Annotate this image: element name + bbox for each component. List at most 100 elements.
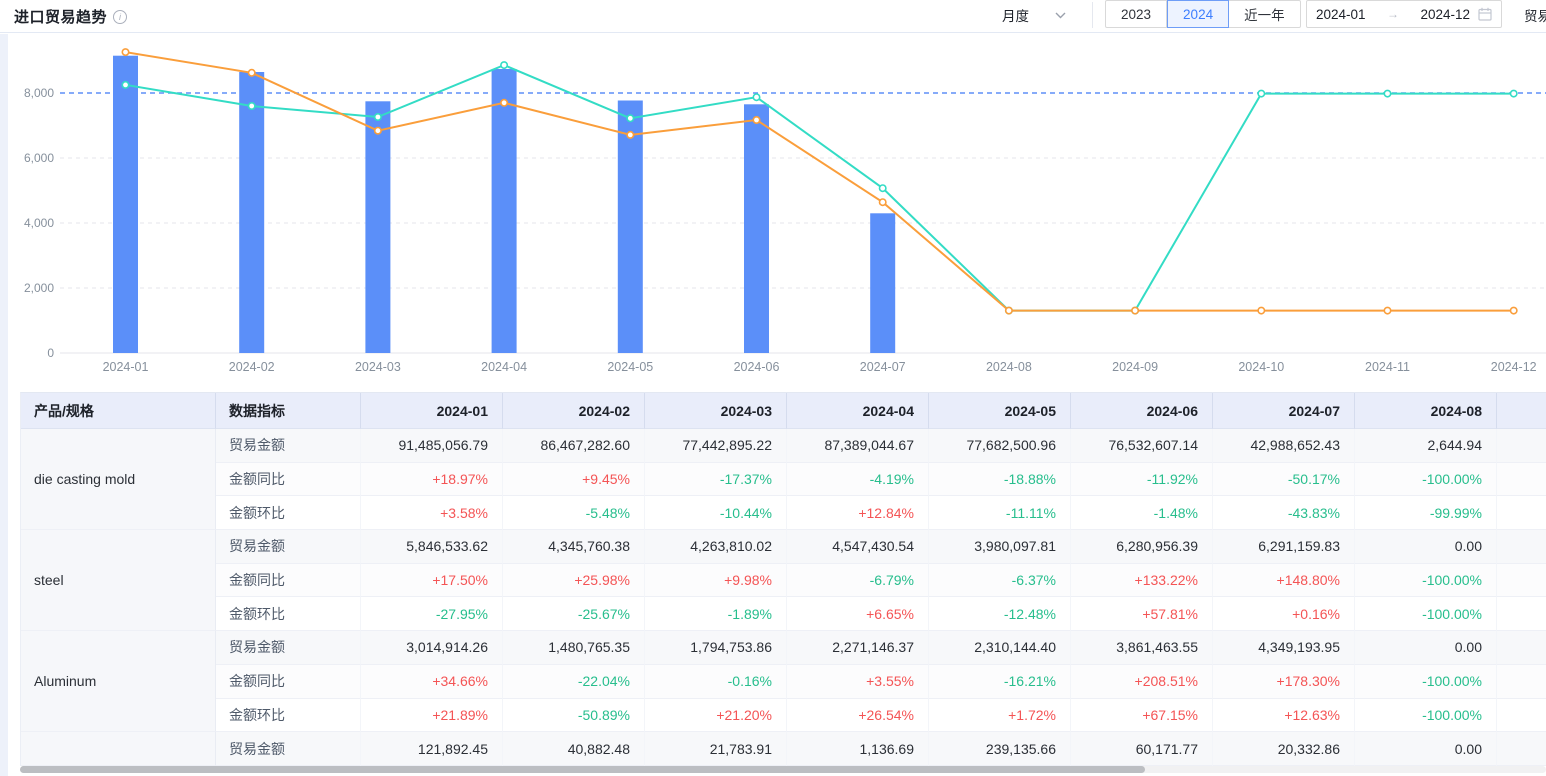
pct-cell: +9.45% (503, 462, 645, 497)
pct-cell: -50.89% (503, 698, 645, 733)
pct-cell: -100.00% (1355, 597, 1497, 632)
trade-table: 产品/规格 数据指标 2024-01 2024-02 2024-03 2024-04 202… (20, 392, 1546, 766)
metric-label-cell: 金额环比 (216, 698, 361, 733)
pct-cell: -5.48% (503, 496, 645, 531)
pct-cell: -1.89% (645, 597, 787, 632)
line-orange-series (121, 48, 1518, 315)
trade-metric-label[interactable]: 贸易 (1524, 9, 1546, 24)
amount-cell: 60,171.77 (1071, 732, 1213, 766)
pct-cell: -0.16% (645, 664, 787, 699)
pct-cell: +21.20% (645, 698, 787, 733)
table-header-month: 2024-04 (787, 393, 929, 429)
pct-cell: -4.19% (787, 462, 929, 497)
metric-label-cell: 贸易金额 (216, 429, 361, 463)
amount-cell: 2,271,146.37 (787, 631, 929, 665)
page-title: 进口贸易趋势 (14, 9, 108, 26)
metric-label-cell: 金额同比 (216, 462, 361, 497)
amount-cell: 4,349,193.95 (1213, 631, 1355, 665)
arrow-right-icon: → (1387, 7, 1399, 21)
product-cell: steel (21, 530, 216, 632)
amount-cell: 4,263,810.02 (645, 530, 787, 564)
amount-cell: 0.00 (1355, 631, 1497, 665)
horizontal-scrollbar[interactable] (20, 766, 1546, 773)
pct-cell: -100.00% (1355, 462, 1497, 497)
pct-cell: +1.72% (929, 698, 1071, 733)
pct-cell: +3.55% (787, 664, 929, 699)
pct-cell: -11.11% (929, 496, 1071, 531)
info-icon[interactable]: i (113, 9, 128, 24)
amount-cell: 1,794,753.86 (645, 631, 787, 665)
x-axis-label: 2024-11 (1365, 360, 1410, 374)
pct-cell: -6.79% (787, 563, 929, 598)
amount-cell: 3,014,914.26 (361, 631, 503, 665)
table-header-month: 2024-05 (929, 393, 1071, 429)
amount-cell: 6,291,159.83 (1213, 530, 1355, 564)
amount-cell: 91,485,056.79 (361, 429, 503, 463)
amount-cell: 4,345,760.38 (503, 530, 645, 564)
metric-label-cell: 金额同比 (216, 563, 361, 598)
pct-cell: -18.88% (929, 462, 1071, 497)
date-range-input[interactable]: 2024-01 → 2024-12 (1306, 0, 1502, 28)
amount-cell: 3,980,097.81 (929, 530, 1071, 564)
scrollbar-thumb[interactable] (20, 766, 1145, 773)
pct-cell: -100.00% (1355, 664, 1497, 699)
pct-cell: +208.51% (1071, 664, 1213, 699)
empty-cell (1497, 563, 1546, 598)
svg-text:6,000: 6,000 (24, 151, 54, 165)
pct-cell: +0.16% (1213, 597, 1355, 632)
x-axis-label: 2024-08 (986, 360, 1032, 374)
pct-cell: -100.00% (1355, 563, 1497, 598)
pct-cell: -43.83% (1213, 496, 1355, 531)
chevron-down-icon (1055, 12, 1066, 18)
year-button-2023[interactable]: 2023 (1105, 0, 1168, 28)
year-button-近一年[interactable]: 近一年 (1229, 0, 1301, 28)
amount-cell: 3,861,463.55 (1071, 631, 1213, 665)
x-axis-label: 2024-05 (607, 360, 653, 374)
amount-cell: 0.00 (1355, 732, 1497, 766)
pct-cell: +9.98% (645, 563, 787, 598)
date-end[interactable]: 2024-12 (1420, 6, 1470, 22)
table-header-month: 2024-06 (1071, 393, 1213, 429)
amount-cell: 5,846,533.62 (361, 530, 503, 564)
period-select-value: 月度 (1002, 9, 1029, 24)
pct-cell: -12.48% (929, 597, 1071, 632)
pct-cell: -16.21% (929, 664, 1071, 699)
table-header-product: 产品/规格 (21, 393, 216, 429)
table-header-sliver (1497, 393, 1546, 429)
table-header-metric: 数据指标 (216, 393, 361, 429)
amount-cell: 20,332.86 (1213, 732, 1355, 766)
date-start[interactable]: 2024-01 (1316, 6, 1366, 22)
metric-label-cell: 金额环比 (216, 496, 361, 531)
pct-cell: +12.84% (787, 496, 929, 531)
bar-series (113, 55, 896, 353)
calendar-icon[interactable] (1478, 7, 1492, 21)
pct-cell: +178.30% (1213, 664, 1355, 699)
amount-cell: 4,547,430.54 (787, 530, 929, 564)
amount-cell: 6,280,956.39 (1071, 530, 1213, 564)
year-button-2024[interactable]: 2024 (1167, 0, 1230, 28)
svg-text:2,000: 2,000 (24, 281, 54, 295)
svg-text:8,000: 8,000 (24, 86, 54, 100)
pct-cell: -99.99% (1355, 496, 1497, 531)
x-axis-label: 2024-10 (1238, 360, 1284, 374)
empty-cell (1497, 462, 1546, 497)
amount-cell: 76,532,607.14 (1071, 429, 1213, 463)
trend-chart: 0 2,000 4,000 6,000 8,000 2024-01 2024-02 2024-… (8, 34, 1546, 378)
line-teal-series (121, 61, 1518, 315)
metric-label-cell: 金额同比 (216, 664, 361, 699)
period-select[interactable]: 月度 (1002, 0, 1066, 30)
product-cell (21, 732, 216, 766)
empty-cell (1497, 664, 1546, 699)
empty-cell (1497, 597, 1546, 632)
amount-cell: 77,442,895.22 (645, 429, 787, 463)
amount-cell: 21,783.91 (645, 732, 787, 766)
amount-cell: 40,882.48 (503, 732, 645, 766)
amount-cell: 2,310,144.40 (929, 631, 1071, 665)
amount-cell: 1,480,765.35 (503, 631, 645, 665)
amount-cell: 0.00 (1355, 530, 1497, 564)
pct-cell: +18.97% (361, 462, 503, 497)
divider (1092, 2, 1093, 28)
empty-cell (1497, 429, 1546, 463)
pct-cell: -17.37% (645, 462, 787, 497)
